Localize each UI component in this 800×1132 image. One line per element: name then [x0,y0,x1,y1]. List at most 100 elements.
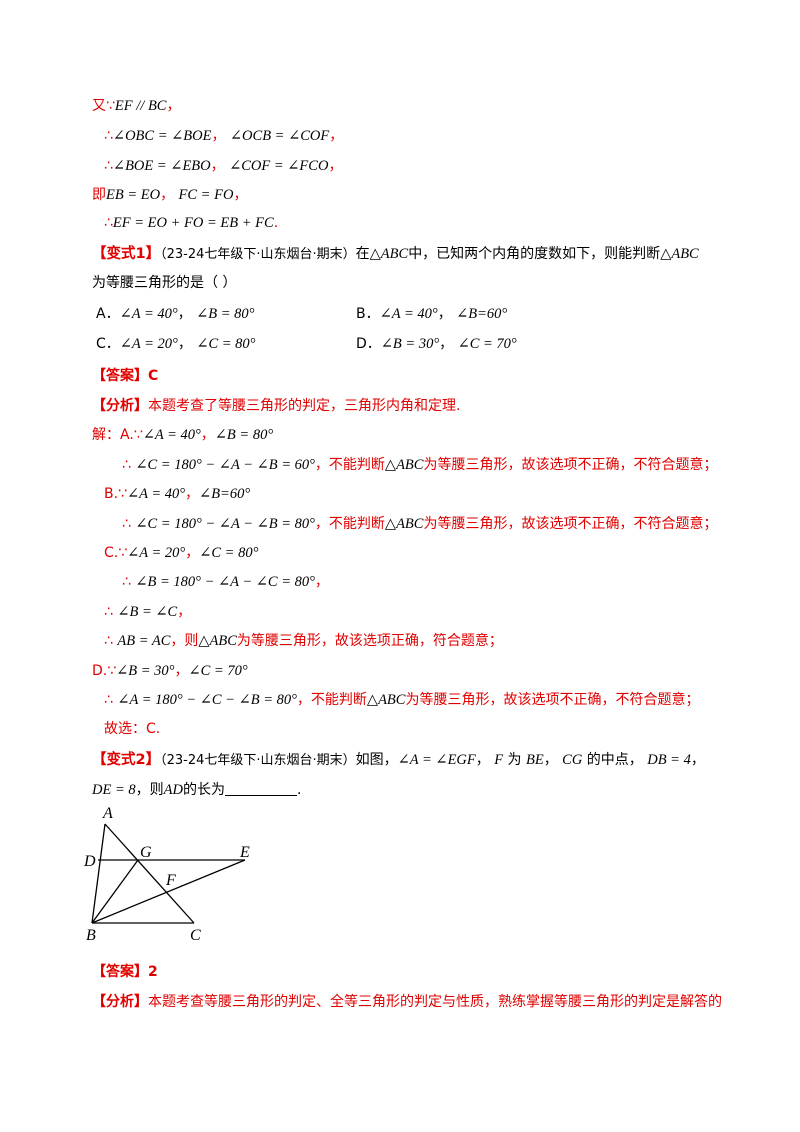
sol-prefix: B.∵ [104,486,127,502]
label-g: G [140,844,152,861]
sol-not-judge: ，不能判断 [296,692,367,708]
sol-triangle: △ABC [198,633,237,649]
v1-option-c: C．∠A = 20°， ∠C = 80° [96,334,255,354]
proof-math: EF // BC [114,98,167,114]
v2-m1: ∠A = ∠EGF [397,752,476,768]
v2-label: 【变式2】 [92,752,161,768]
proof-end: ， [166,98,181,114]
sol-a-calc: ∴ ∠C = 180° − ∠A − ∠B = 60°，不能判断△ABC为等腰三… [122,457,718,473]
v2-question-line-2: DE = 8，则AD的长为. [92,780,301,800]
sol-not-judge: ，不能判断 [314,516,385,532]
v2-q-d: ， [543,752,558,768]
v1-label: 【变式1】 [92,246,161,262]
proof-end: ， [328,158,343,174]
analysis-label: 【分析】 [92,398,148,414]
proof-math: EF = EO + FO = EB + FC [112,215,274,231]
sol-c-conclusion: ∴ AB = AC，则△ABC为等腰三角形，故该选项正确，符合题意； [104,633,503,649]
sol-triangle: △ABC [384,516,424,532]
proof-sep: ， [211,128,226,144]
option-sep: ， [177,306,192,322]
sol-then: ，则 [170,633,199,649]
option-sep: ， [439,336,454,352]
sol-jie: 解： [92,427,120,443]
v1-option-d: D．∠B = 30°， ∠C = 70° [356,334,517,354]
sol-final-text: 故选：C. [104,721,161,737]
sol-triangle: △ABC [366,692,406,708]
v2-question-line-1: 【变式2】（23-24七年级下·山东烟台·期末）如图，∠A = ∠EGF， F … [92,750,705,771]
proof-prefix: ∴ [104,128,113,144]
label-d: D [83,853,96,870]
proof-sep: ， [160,187,175,203]
answer-value: 2 [148,964,158,980]
v2-q-e: 的中点， [586,752,643,768]
sol-ab-ac: AB = AC [117,633,171,649]
proof-math-2: FC = FO [178,187,234,203]
label-f: F [165,872,176,889]
v2-m2: F [494,752,504,768]
segment-ab [91,823,106,924]
sol-b-given: B.∵∠A = 40°，∠B=60° [104,486,251,502]
analysis-text: 本题考查等腰三角形的判定、全等三角形的判定与性质，熟练掌握等腰三角形的判定是解答… [148,994,722,1010]
v2-answer: 【答案】2 [92,962,158,982]
v2-q-a: 如图， [355,752,398,768]
v2-m5: DB = 4 [647,752,691,768]
sol-final: 故选：C. [104,719,160,739]
option-math-2: ∠C = 70° [457,336,517,352]
sol-triangle: △ABC [384,457,424,473]
option-math: ∠B = 30° [380,336,440,352]
label-b: B [86,927,96,944]
sol-c-given: C.∵∠A = 20°，∠C = 80° [104,545,259,561]
v1-answer: 【答案】C [92,366,158,386]
geometry-figure: A D G E F B C [83,805,250,944]
answer-label: 【答案】 [92,368,148,384]
sol-d-given: D.∵∠B = 30°，∠C = 70° [92,663,248,679]
label-c: C [190,927,201,944]
sol-prefix: A.∵ [120,427,143,443]
proof-line-3: ∴∠BOE = ∠EBO， ∠COF = ∠FCO， [104,156,342,176]
v2-q-g: ，则 [135,782,164,798]
proof-prefix: 又∵ [92,98,115,114]
option-letter: A． [96,306,120,322]
proof-prefix: 即 [92,187,106,203]
sol-b-calc: ∴ ∠C = 180° − ∠A − ∠B = 80°，不能判断△ABC为等腰三… [122,516,718,532]
label-a: A [102,805,113,822]
sol-c-calc: ∴ ∠B = 180° − ∠A − ∠C = 80°， [122,574,329,590]
v2-m4: CG [562,752,583,768]
v1-q-a: 在 [355,246,370,262]
v2-analysis: 【分析】本题考查等腰三角形的判定、全等三角形的判定与性质，熟练掌握等腰三角形的判… [92,992,722,1012]
sol-conclusion: 为等腰三角形，故该选项不正确，不符合题意； [423,457,718,473]
proof-prefix: ∴ [104,158,113,174]
sol-prefix: D.∵ [92,663,117,679]
proof-line-2: ∴∠OBC = ∠BOE， ∠OCB = ∠COF， [104,126,343,146]
proof-math-2: ∠OCB = ∠COF [229,128,330,144]
proof-math: ∠OBC = ∠BOE [112,128,212,144]
proof-math-2: ∠COF = ∠FCO [229,158,329,174]
option-math-2: ∠B=60° [456,306,508,322]
proof-math: EB = EO [106,187,161,203]
v1-analysis: 【分析】本题考查了等腰三角形的判定，三角形内角和定理. [92,396,460,416]
sol-a-given: 解：A.∵∠A = 40°，∠B = 80° [92,427,274,443]
proof-end: ， [329,128,344,144]
v2-m6: DE = 8 [92,782,136,798]
option-math-2: ∠C = 80° [196,336,256,352]
option-sep: ， [177,336,192,352]
option-letter: B． [356,306,380,322]
v1-question-line-2: 为等腰三角形的是（ ） [92,273,236,293]
proof-end: . [273,215,279,231]
v1-q-c: 为等腰三角形的是（ ） [92,275,237,291]
sol-math: ∠A = 20° [127,545,186,561]
answer-label: 【答案】 [92,964,148,980]
v1-option-a: A．∠A = 40°， ∠B = 80° [96,304,254,324]
v1-triangle: △ABC [369,246,409,262]
v2-m7: AD [163,782,183,798]
proof-end: ， [233,187,248,203]
sol-calc: ∠A = 180° − ∠C − ∠B = 80° [117,692,297,708]
v2-q-end: . [296,782,302,798]
sol-prefix: C.∵ [104,545,128,561]
segment-be [91,859,246,924]
analysis-text: 本题考查了等腰三角形的判定，三角形内角和定理. [148,398,461,414]
option-letter: C． [96,336,120,352]
sol-math: ∠A = 40° [126,486,186,502]
proof-math: ∠BOE = ∠EBO [112,158,211,174]
sol-math-2: ∠B = 80° [214,427,274,443]
